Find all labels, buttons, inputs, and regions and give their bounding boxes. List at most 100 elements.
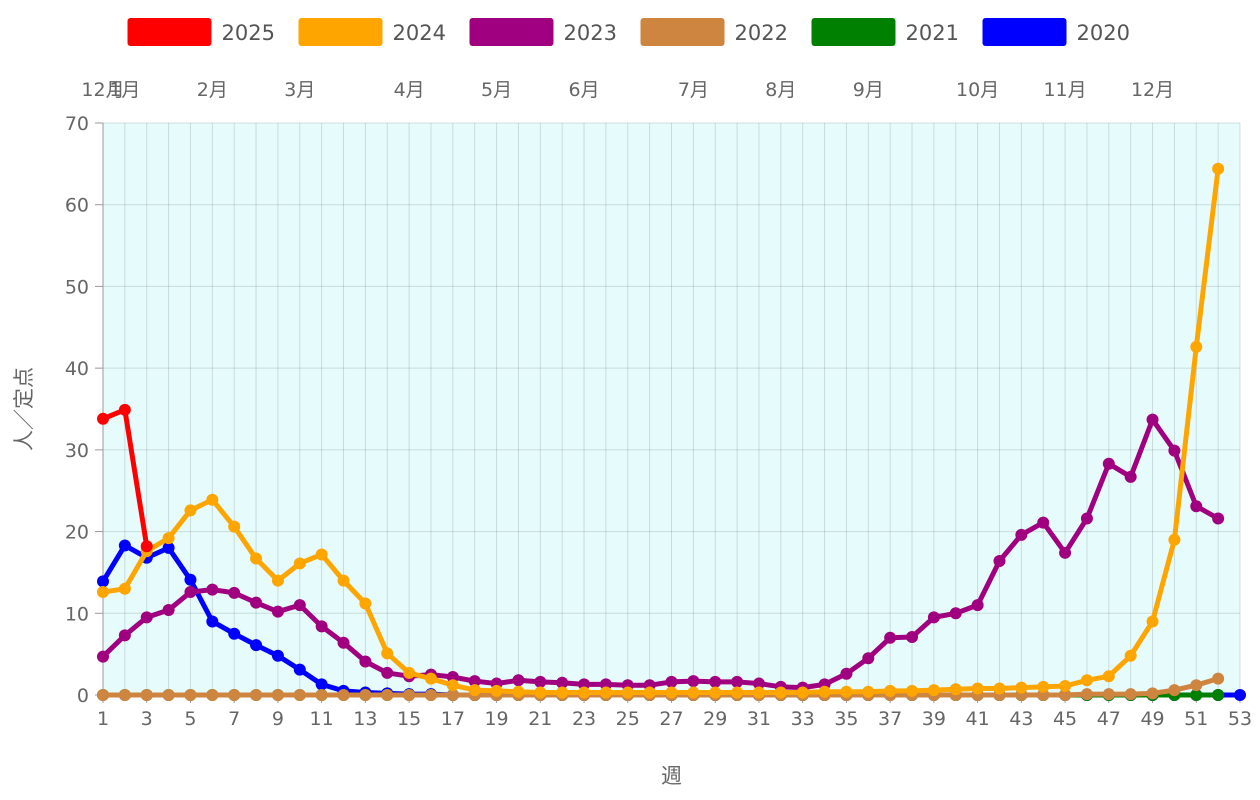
data-point-2024[interactable] (993, 682, 1006, 695)
data-point-2022[interactable] (118, 689, 131, 701)
data-point-2023[interactable] (709, 675, 722, 688)
data-point-2023[interactable] (1168, 444, 1181, 457)
data-point-2020[interactable] (184, 573, 197, 586)
data-point-2023[interactable] (971, 599, 984, 612)
data-point-2024[interactable] (468, 684, 481, 697)
legend-item-2024[interactable]: 2024 (298, 18, 446, 46)
data-point-2024[interactable] (1146, 615, 1159, 628)
data-point-2023[interactable] (1059, 546, 1072, 559)
data-point-2025[interactable] (118, 403, 131, 416)
data-point-2023[interactable] (1080, 512, 1093, 525)
data-point-2024[interactable] (1080, 674, 1093, 687)
data-point-2022[interactable] (250, 689, 263, 701)
data-point-2021[interactable] (1212, 689, 1225, 701)
data-point-2020[interactable] (250, 639, 263, 652)
data-point-2023[interactable] (993, 554, 1006, 567)
data-point-2024[interactable] (512, 685, 525, 698)
data-point-2023[interactable] (97, 650, 109, 663)
data-point-2024[interactable] (381, 647, 394, 660)
data-point-2022[interactable] (359, 689, 372, 701)
data-point-2024[interactable] (643, 686, 656, 699)
data-point-2020[interactable] (315, 678, 328, 691)
data-point-2022[interactable] (424, 689, 437, 701)
data-point-2024[interactable] (556, 686, 569, 699)
legend-swatch[interactable] (127, 18, 212, 46)
data-point-2022[interactable] (1168, 684, 1181, 697)
legend-item-2025[interactable]: 2025 (127, 18, 275, 46)
data-point-2024[interactable] (1037, 680, 1050, 693)
data-point-2023[interactable] (184, 586, 197, 599)
data-point-2024[interactable] (293, 557, 306, 570)
data-point-2023[interactable] (162, 604, 175, 617)
data-point-2023[interactable] (315, 620, 328, 633)
data-point-2020[interactable] (162, 541, 175, 554)
data-point-2024[interactable] (709, 686, 722, 699)
data-point-2024[interactable] (315, 548, 328, 561)
data-point-2024[interactable] (796, 686, 809, 699)
data-point-2023[interactable] (840, 667, 853, 680)
data-point-2024[interactable] (1102, 670, 1115, 683)
data-point-2022[interactable] (228, 689, 241, 701)
data-point-2020[interactable] (293, 663, 306, 676)
data-point-2024[interactable] (1168, 533, 1181, 546)
data-point-2024[interactable] (599, 686, 612, 699)
data-point-2023[interactable] (337, 636, 350, 649)
data-point-2023[interactable] (687, 675, 700, 688)
data-point-2023[interactable] (1146, 413, 1159, 426)
data-point-2023[interactable] (468, 675, 481, 688)
data-point-2023[interactable] (1124, 470, 1137, 483)
data-point-2023[interactable] (206, 583, 219, 596)
data-point-2022[interactable] (1059, 689, 1072, 701)
legend-item-2022[interactable]: 2022 (640, 18, 788, 46)
data-point-2020[interactable] (206, 615, 219, 628)
data-point-2022[interactable] (206, 689, 219, 701)
data-point-2023[interactable] (752, 677, 765, 690)
data-point-2023[interactable] (1190, 500, 1203, 513)
data-point-2024[interactable] (1124, 649, 1137, 662)
data-point-2020[interactable] (118, 539, 131, 552)
data-point-2023[interactable] (906, 630, 919, 643)
data-point-2023[interactable] (534, 675, 547, 688)
data-point-2020[interactable] (228, 627, 241, 640)
data-point-2021[interactable] (1190, 689, 1203, 701)
data-point-2024[interactable] (752, 686, 765, 699)
legend-item-2020[interactable]: 2020 (982, 18, 1130, 46)
data-point-2024[interactable] (534, 686, 547, 699)
data-point-2023[interactable] (1015, 528, 1028, 541)
data-point-2022[interactable] (1190, 679, 1203, 692)
legend-label[interactable]: 2020 (1077, 21, 1130, 45)
data-point-2024[interactable] (884, 684, 897, 697)
data-point-2025[interactable] (97, 412, 109, 425)
legend-swatch[interactable] (982, 18, 1067, 46)
data-point-2024[interactable] (490, 684, 503, 697)
legend-swatch[interactable] (640, 18, 725, 46)
data-point-2024[interactable] (118, 582, 131, 595)
data-point-2022[interactable] (184, 689, 197, 701)
data-point-2023[interactable] (293, 599, 306, 612)
data-point-2024[interactable] (862, 685, 875, 698)
data-point-2023[interactable] (250, 596, 263, 609)
data-point-2024[interactable] (97, 586, 109, 599)
data-point-2022[interactable] (403, 689, 416, 701)
legend-label[interactable]: 2023 (564, 21, 617, 45)
data-point-2022[interactable] (1212, 672, 1225, 685)
data-point-2024[interactable] (1059, 680, 1072, 693)
data-point-2023[interactable] (271, 605, 284, 618)
data-point-2024[interactable] (840, 685, 853, 698)
data-point-2024[interactable] (184, 504, 197, 517)
legend-swatch[interactable] (811, 18, 896, 46)
data-point-2024[interactable] (1212, 162, 1225, 175)
data-point-2023[interactable] (118, 629, 131, 642)
data-point-2024[interactable] (403, 666, 416, 679)
data-point-2022[interactable] (140, 689, 153, 701)
legend-label[interactable]: 2025 (222, 21, 275, 45)
data-point-2024[interactable] (971, 682, 984, 695)
data-point-2023[interactable] (665, 675, 678, 688)
data-point-2024[interactable] (774, 686, 787, 699)
data-point-2020[interactable] (1234, 689, 1246, 701)
data-point-2022[interactable] (97, 689, 109, 701)
data-point-2023[interactable] (228, 586, 241, 599)
data-point-2022[interactable] (162, 689, 175, 701)
data-point-2024[interactable] (906, 684, 919, 697)
data-point-2025[interactable] (140, 540, 153, 553)
